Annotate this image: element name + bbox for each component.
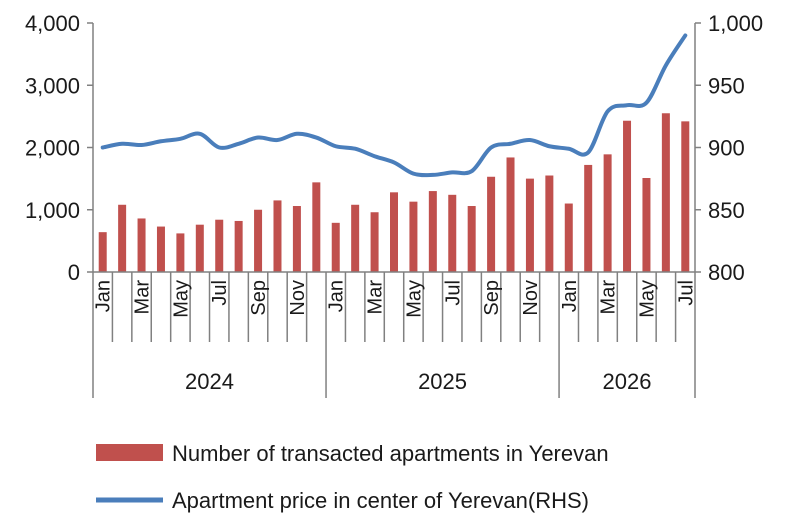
month-label-2: May bbox=[170, 280, 192, 318]
bar-14 bbox=[370, 212, 379, 272]
month-label-6: Jan bbox=[326, 280, 348, 312]
month-label-5: Nov bbox=[287, 280, 309, 316]
bar-19 bbox=[467, 206, 476, 272]
month-label-0: Jan bbox=[93, 280, 115, 312]
bar-10 bbox=[292, 206, 301, 272]
month-label-1: Mar bbox=[132, 280, 154, 315]
bar-3 bbox=[156, 226, 165, 272]
bar-6 bbox=[215, 219, 224, 272]
price-line bbox=[100, 33, 688, 178]
month-label-15: Jul bbox=[675, 280, 697, 306]
axes bbox=[87, 22, 701, 398]
bar-27 bbox=[623, 120, 632, 272]
month-label-3: Jul bbox=[209, 280, 231, 306]
bar-5 bbox=[195, 224, 204, 272]
bar-22 bbox=[525, 178, 534, 272]
line-series bbox=[100, 33, 688, 178]
bar-0 bbox=[98, 232, 107, 272]
right-tick-label-4: 1,000 bbox=[708, 11, 763, 36]
right-tick-label-0: 800 bbox=[708, 260, 745, 285]
left-tick-label-2: 2,000 bbox=[25, 136, 80, 161]
month-label-9: Jul bbox=[442, 280, 464, 306]
bar-4 bbox=[176, 233, 185, 272]
left-tick-label-4: 4,000 bbox=[25, 11, 80, 36]
bar-2 bbox=[137, 218, 146, 272]
bar-30 bbox=[681, 121, 690, 272]
bar-7 bbox=[234, 220, 243, 272]
month-label-13: Mar bbox=[598, 280, 620, 315]
bar-18 bbox=[448, 194, 457, 272]
bar-12 bbox=[331, 222, 340, 272]
bar-9 bbox=[273, 200, 282, 272]
right-tick-label-2: 900 bbox=[708, 136, 745, 161]
right-tick-label-1: 850 bbox=[708, 198, 745, 223]
left-tick-label-0: 0 bbox=[68, 260, 80, 285]
bar-20 bbox=[487, 176, 496, 272]
bar-26 bbox=[603, 154, 612, 272]
bar-29 bbox=[661, 113, 670, 272]
year-label-0: 2024 bbox=[185, 369, 234, 394]
bar-24 bbox=[564, 203, 573, 272]
month-label-4: Sep bbox=[248, 280, 270, 316]
bar-28 bbox=[642, 178, 651, 272]
month-label-8: May bbox=[403, 280, 425, 318]
bar-8 bbox=[254, 209, 263, 272]
month-label-10: Sep bbox=[481, 280, 503, 316]
axis-labels: 0 1,000 2,000 3,000 4,000 800 850 900 950 1,000 Ja… bbox=[25, 11, 763, 394]
bar-23 bbox=[545, 175, 554, 272]
month-label-7: Mar bbox=[365, 280, 387, 315]
year-label-2: 2026 bbox=[603, 369, 652, 394]
right-tick-label-3: 950 bbox=[708, 73, 745, 98]
month-label-14: May bbox=[636, 280, 658, 318]
legend-label-bars: Number of transacted apartments in Yerev… bbox=[172, 441, 609, 466]
legend: Number of transacted apartments in Yerev… bbox=[96, 441, 609, 513]
month-label-12: Jan bbox=[559, 280, 581, 312]
bar-1 bbox=[118, 204, 127, 272]
left-tick-label-1: 1,000 bbox=[25, 198, 80, 223]
month-label-11: Nov bbox=[520, 280, 542, 316]
bar-13 bbox=[351, 204, 360, 272]
legend-label-line: Apartment price in center of Yerevan(RHS… bbox=[172, 488, 589, 513]
left-tick-label-3: 3,000 bbox=[25, 73, 80, 98]
bar-11 bbox=[312, 182, 321, 272]
bar-17 bbox=[428, 191, 437, 272]
bar-16 bbox=[409, 201, 418, 272]
legend-swatch-bars bbox=[96, 444, 163, 461]
bar-21 bbox=[506, 157, 515, 272]
bar-25 bbox=[584, 164, 593, 272]
bar-15 bbox=[390, 192, 398, 272]
bar-series bbox=[98, 113, 690, 272]
year-label-1: 2025 bbox=[418, 369, 467, 394]
